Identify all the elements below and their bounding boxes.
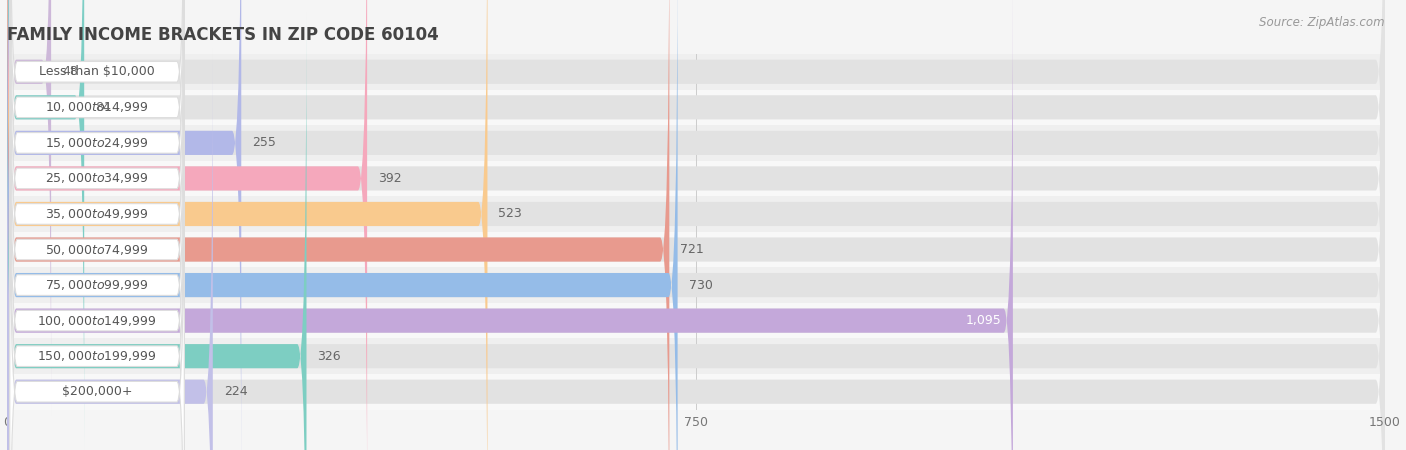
Text: FAMILY INCOME BRACKETS IN ZIP CODE 60104: FAMILY INCOME BRACKETS IN ZIP CODE 60104	[7, 26, 439, 44]
Text: 730: 730	[689, 279, 713, 292]
FancyBboxPatch shape	[7, 0, 242, 450]
Text: $35,000 to $49,999: $35,000 to $49,999	[45, 207, 149, 221]
Text: 84: 84	[96, 101, 111, 114]
FancyBboxPatch shape	[10, 0, 184, 450]
Text: $50,000 to $74,999: $50,000 to $74,999	[45, 243, 149, 256]
FancyBboxPatch shape	[7, 303, 1385, 338]
FancyBboxPatch shape	[7, 0, 1385, 450]
FancyBboxPatch shape	[7, 48, 212, 450]
FancyBboxPatch shape	[10, 0, 184, 346]
FancyBboxPatch shape	[10, 0, 184, 450]
FancyBboxPatch shape	[7, 0, 367, 450]
FancyBboxPatch shape	[7, 0, 51, 415]
FancyBboxPatch shape	[10, 82, 184, 450]
Text: $75,000 to $99,999: $75,000 to $99,999	[45, 278, 149, 292]
FancyBboxPatch shape	[7, 0, 669, 450]
FancyBboxPatch shape	[10, 11, 184, 450]
FancyBboxPatch shape	[7, 0, 84, 450]
FancyBboxPatch shape	[10, 0, 184, 382]
Text: 523: 523	[499, 207, 522, 220]
Text: Source: ZipAtlas.com: Source: ZipAtlas.com	[1260, 16, 1385, 29]
FancyBboxPatch shape	[7, 267, 1385, 303]
Text: 255: 255	[252, 136, 276, 149]
Text: $25,000 to $34,999: $25,000 to $34,999	[45, 171, 149, 185]
FancyBboxPatch shape	[7, 54, 1385, 90]
Text: 721: 721	[681, 243, 704, 256]
FancyBboxPatch shape	[7, 0, 488, 450]
FancyBboxPatch shape	[7, 338, 1385, 374]
FancyBboxPatch shape	[7, 13, 307, 450]
FancyBboxPatch shape	[7, 0, 1385, 450]
FancyBboxPatch shape	[7, 161, 1385, 196]
Text: Less than $10,000: Less than $10,000	[39, 65, 155, 78]
FancyBboxPatch shape	[10, 117, 184, 450]
Text: $15,000 to $24,999: $15,000 to $24,999	[45, 136, 149, 150]
FancyBboxPatch shape	[7, 0, 1385, 450]
FancyBboxPatch shape	[7, 90, 1385, 125]
FancyBboxPatch shape	[7, 0, 1385, 450]
FancyBboxPatch shape	[10, 0, 184, 417]
FancyBboxPatch shape	[7, 13, 1385, 450]
Text: $150,000 to $199,999: $150,000 to $199,999	[38, 349, 156, 363]
FancyBboxPatch shape	[7, 125, 1385, 161]
FancyBboxPatch shape	[7, 0, 678, 450]
FancyBboxPatch shape	[7, 232, 1385, 267]
Text: $200,000+: $200,000+	[62, 385, 132, 398]
FancyBboxPatch shape	[7, 0, 1012, 450]
FancyBboxPatch shape	[7, 0, 1385, 450]
Text: $100,000 to $149,999: $100,000 to $149,999	[38, 314, 156, 328]
FancyBboxPatch shape	[7, 0, 1385, 415]
FancyBboxPatch shape	[7, 0, 1385, 450]
FancyBboxPatch shape	[7, 0, 1385, 450]
FancyBboxPatch shape	[7, 48, 1385, 450]
FancyBboxPatch shape	[10, 0, 184, 450]
FancyBboxPatch shape	[10, 46, 184, 450]
FancyBboxPatch shape	[7, 196, 1385, 232]
Text: 224: 224	[224, 385, 247, 398]
Text: 392: 392	[378, 172, 402, 185]
Text: 326: 326	[318, 350, 342, 363]
Text: 1,095: 1,095	[966, 314, 1002, 327]
Text: $10,000 to $14,999: $10,000 to $14,999	[45, 100, 149, 114]
Text: 48: 48	[62, 65, 77, 78]
FancyBboxPatch shape	[7, 374, 1385, 410]
